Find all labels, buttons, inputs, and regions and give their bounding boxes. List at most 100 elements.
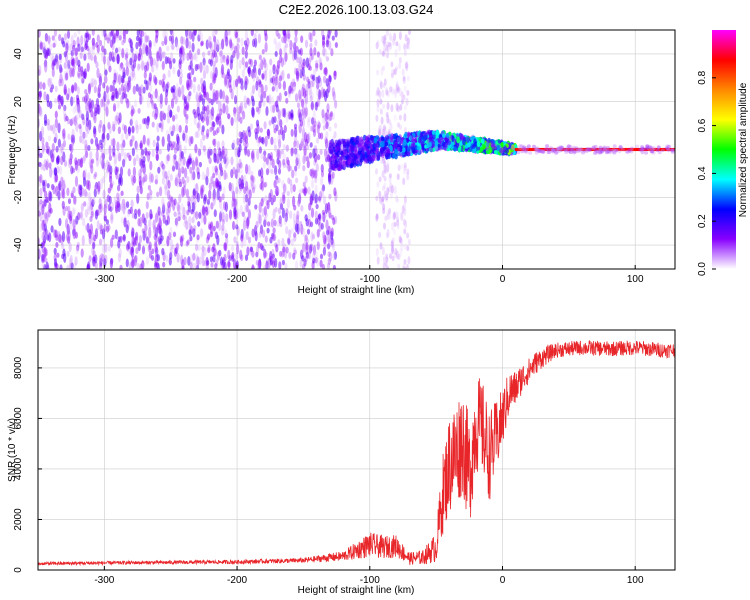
spectrogram-cell xyxy=(434,144,438,151)
spectrogram-cell xyxy=(305,251,309,259)
spectrogram-cell xyxy=(244,254,249,261)
spectrogram-cell xyxy=(232,79,236,91)
spectrogram-cell xyxy=(117,236,121,242)
spectrogram-cell xyxy=(666,148,671,153)
spectrogram-cell xyxy=(170,98,175,109)
spectrogram-cell xyxy=(396,137,401,144)
spectrogram-cell xyxy=(115,204,119,214)
spectrogram-cell xyxy=(304,90,308,97)
spectrogram-cell xyxy=(148,219,152,230)
spectrogram-cell xyxy=(270,136,274,146)
spectrogram-cell xyxy=(84,144,89,153)
spectrogram-cell xyxy=(380,146,384,153)
spectrogram-cell xyxy=(296,72,300,82)
spectrogram-cell xyxy=(665,144,670,148)
spectrogram-cell xyxy=(563,147,568,152)
spectrogram-cell xyxy=(312,129,317,137)
spectrogram-cell xyxy=(355,139,360,145)
spectrogram-cell xyxy=(282,161,286,169)
spectrogram-cell xyxy=(178,144,182,152)
spectrogram-cell xyxy=(393,251,397,259)
spectrogram-cell xyxy=(334,163,338,169)
spectrogram-cell xyxy=(201,184,205,193)
spectrogram-cell xyxy=(386,41,390,48)
spectrogram-cell xyxy=(255,106,259,113)
spectrogram-cell xyxy=(392,236,396,243)
spectrogram-cell xyxy=(314,174,318,184)
spectrogram-cell xyxy=(299,94,303,103)
spectrogram-cell xyxy=(439,137,443,145)
spectrogram-cell xyxy=(400,91,404,100)
spectrogram-cell xyxy=(203,194,207,202)
spectrogram-cell xyxy=(558,146,562,151)
x-tick-label: 0 xyxy=(500,274,506,285)
spectrogram-cell xyxy=(649,149,654,154)
spectrogram-cell xyxy=(645,144,650,148)
spectrogram-cell xyxy=(181,258,185,269)
spectrogram-cell xyxy=(294,147,298,155)
spectrogram-cell xyxy=(123,124,127,135)
spectrogram-cell xyxy=(46,193,50,201)
x-tick-label: 100 xyxy=(627,575,644,586)
spectrogram-cell xyxy=(144,173,148,183)
spectrogram-cell xyxy=(225,104,229,116)
spectrogram-cell xyxy=(83,71,87,80)
spectrogram-cell xyxy=(381,50,385,57)
spectrogram-cell xyxy=(274,50,278,57)
spectrogram-cell xyxy=(220,64,225,75)
spectrogram-cell xyxy=(269,154,273,166)
spectrogram-cell xyxy=(183,179,187,188)
spectrogram-cell xyxy=(145,212,149,219)
spectrogram-cell xyxy=(38,181,42,187)
spectrogram-cell xyxy=(59,64,63,74)
spectrogram-cell xyxy=(429,133,433,141)
spectrogram-cell xyxy=(174,177,178,187)
spectrogram-cell xyxy=(264,195,268,202)
spectrogram-cell xyxy=(127,208,131,215)
spectrogram-cell xyxy=(159,237,163,244)
spectrogram-cell xyxy=(201,245,205,252)
spectrogram-cell xyxy=(92,197,96,206)
spectrogram-cell xyxy=(596,149,601,154)
spectrogram-cell xyxy=(168,257,172,266)
spectrogram-cell xyxy=(101,148,105,159)
spectrogram-cell xyxy=(270,197,274,206)
spectrogram-cell xyxy=(63,70,68,82)
spectrogram-cell xyxy=(406,146,411,152)
spectrogram-cell xyxy=(244,30,248,42)
spectrogram-cell xyxy=(50,155,55,163)
spectrogram-cell xyxy=(257,107,261,115)
spectrogram-cell xyxy=(268,162,272,174)
spectrogram-cell xyxy=(385,111,389,118)
spectrogram-cell xyxy=(598,145,603,150)
snr-x-label: Height of straight line (km) xyxy=(298,585,415,596)
spectrogram-cell xyxy=(594,149,599,154)
spectrogram-cell xyxy=(314,250,318,260)
spectrogram-cell xyxy=(383,125,387,131)
spectrogram-cell xyxy=(155,246,159,258)
spectrogram-cell xyxy=(74,114,78,124)
spectrogram-cell xyxy=(189,157,193,165)
spectrogram-cell xyxy=(92,77,96,84)
spectrogram-cell xyxy=(101,159,105,170)
spectrogram-cell xyxy=(298,89,302,100)
spectrogram-cell xyxy=(566,149,571,153)
spectrogram-cell xyxy=(306,144,310,151)
spectrogram-cell xyxy=(66,264,70,269)
spectrogram-cell xyxy=(647,145,652,149)
spectrogram-cell xyxy=(231,245,235,252)
spectrogram-cell xyxy=(135,41,139,50)
colorbar: 0.00.20.40.60.8 Normalized spectral ampl… xyxy=(697,30,749,276)
spectrogram-cell xyxy=(385,232,389,239)
spectrogram-cell xyxy=(200,32,204,43)
y-tick-label: 40 xyxy=(13,48,24,60)
spectrogram-cell xyxy=(287,238,291,245)
spectrogram-cell xyxy=(114,166,118,176)
spectrogram-cell xyxy=(173,141,177,150)
spectrogram-cell xyxy=(274,188,278,195)
spectrogram-cell xyxy=(396,146,401,152)
spectrogram-cell xyxy=(275,124,279,132)
spectrogram-cell xyxy=(122,234,126,242)
spectrogram-cell xyxy=(158,46,162,55)
